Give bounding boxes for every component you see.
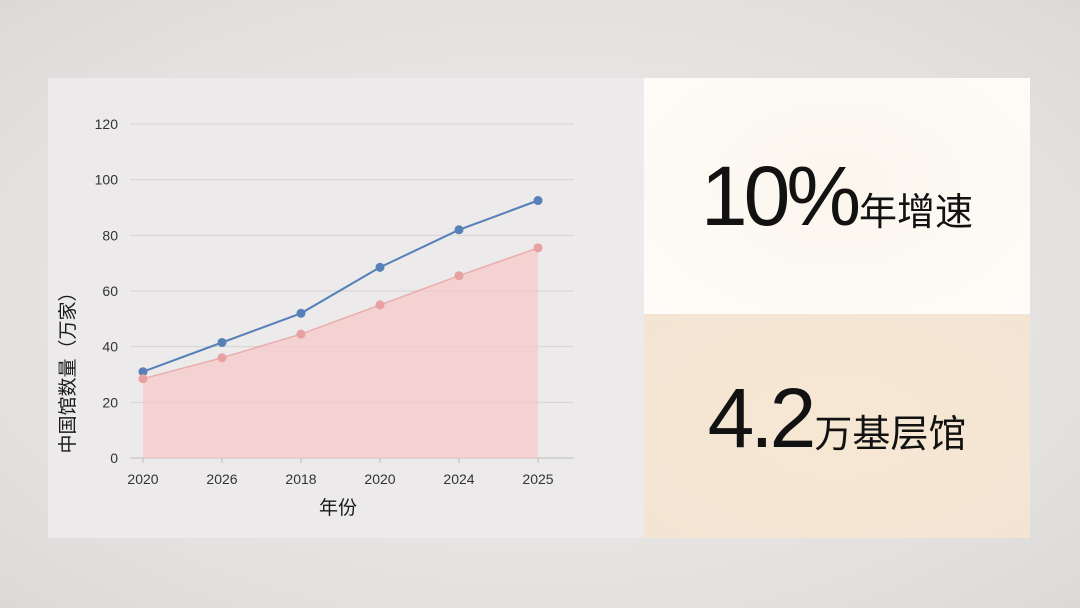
growth-rate-card: 10% 年增速	[644, 78, 1030, 314]
y-tick-label: 40	[102, 339, 118, 355]
x-tick-label: 2024	[443, 471, 474, 487]
data-point-series-1	[533, 196, 543, 206]
y-tick-label: 120	[95, 116, 119, 132]
area-series	[143, 247, 538, 458]
x-tick-label: 2020	[127, 471, 158, 487]
y-tick-label: 20	[102, 394, 118, 410]
chart-panel: 0 20 40 60 80 100 120 2020 2026 2018 2020 2024 2025…	[48, 78, 644, 538]
x-tick-labels: 2020 2026 2018 2020 2024 2025	[127, 471, 553, 487]
data-point-series-2	[533, 243, 543, 253]
data-point-series-1	[217, 337, 227, 347]
x-tick-label: 2026	[206, 471, 237, 487]
line-series-1	[142, 199, 539, 373]
grassroots-count-card: 4.2 万基层馆	[644, 314, 1030, 538]
x-tick-label: 2025	[522, 471, 553, 487]
x-tick-label: 2018	[285, 471, 316, 487]
area-fill-series-2	[143, 247, 538, 458]
y-tick-label: 100	[95, 172, 119, 188]
data-points	[138, 196, 543, 384]
data-point-series-2	[375, 300, 385, 310]
area-line-series-2	[142, 247, 539, 380]
data-point-series-2	[454, 271, 464, 281]
data-point-series-1	[375, 262, 385, 272]
line-series	[142, 199, 539, 380]
data-point-series-2	[296, 329, 306, 339]
y-axis-title: 中国馆数量（万家）	[57, 282, 79, 453]
data-point-series-1	[138, 367, 148, 377]
data-point-series-1	[296, 308, 306, 318]
grassroots-count-value: 4.2	[707, 371, 817, 465]
x-axis-title: 年份	[319, 497, 357, 519]
grassroots-count-label: 万基层馆	[814, 412, 967, 456]
line-chart: 0 20 40 60 80 100 120 2020 2026 2018 2020 2024 2025…	[57, 116, 574, 519]
growth-rate-label: 年增速	[859, 190, 974, 234]
data-point-series-2	[217, 353, 227, 363]
y-tick-label: 0	[110, 450, 118, 466]
y-tick-label: 60	[102, 283, 118, 299]
y-tick-labels: 0 20 40 60 80 100 120	[95, 116, 119, 466]
y-tick-label: 80	[102, 227, 118, 243]
x-tick-label: 2020	[364, 471, 395, 487]
growth-rate-value: 10%	[700, 149, 861, 243]
data-point-series-2	[138, 374, 148, 384]
data-point-series-1	[454, 225, 464, 235]
